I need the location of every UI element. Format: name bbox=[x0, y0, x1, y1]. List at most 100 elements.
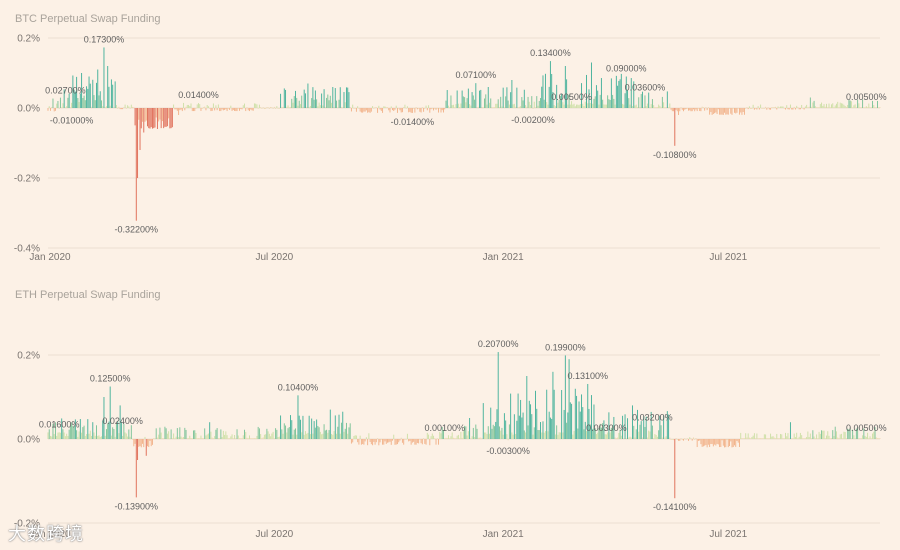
btc-bar bbox=[674, 108, 676, 146]
btc-bar bbox=[287, 105, 289, 108]
eth-bar bbox=[471, 436, 473, 439]
eth-bar bbox=[832, 430, 834, 439]
btc-bar bbox=[266, 107, 268, 108]
eth-bar bbox=[445, 437, 447, 439]
btc-bar bbox=[782, 106, 784, 108]
btc-bar bbox=[729, 108, 730, 109]
btc-bar bbox=[748, 106, 750, 108]
eth-bar bbox=[874, 427, 876, 439]
btc-bar bbox=[226, 108, 228, 112]
eth-bar bbox=[857, 427, 859, 439]
eth-bar bbox=[617, 437, 619, 439]
eth-bar bbox=[597, 432, 599, 439]
eth-bar bbox=[367, 439, 369, 446]
btc-bar bbox=[326, 97, 328, 108]
eth-bar bbox=[498, 426, 500, 439]
btc-bar bbox=[145, 108, 147, 121]
btc-bar bbox=[127, 105, 129, 108]
btc-bar bbox=[66, 106, 68, 108]
btc-bar bbox=[102, 106, 104, 108]
eth-bar bbox=[615, 438, 617, 439]
btc-bar bbox=[859, 107, 861, 108]
eth-bar bbox=[472, 427, 474, 439]
eth-bar bbox=[364, 439, 366, 442]
eth-bar bbox=[420, 439, 422, 444]
btc-bar bbox=[329, 95, 331, 108]
btc-bar bbox=[581, 83, 583, 108]
eth-bar bbox=[806, 437, 808, 439]
eth-bar bbox=[686, 438, 688, 439]
btc-bar bbox=[91, 106, 93, 108]
btc-bar bbox=[671, 108, 673, 112]
btc-bar bbox=[256, 104, 258, 108]
btc-bar bbox=[694, 108, 696, 112]
btc-bar bbox=[794, 108, 796, 110]
btc-bar bbox=[390, 106, 392, 108]
eth-bar bbox=[137, 439, 139, 460]
btc-bar bbox=[96, 82, 97, 108]
eth-bar bbox=[750, 438, 752, 439]
btc-bar bbox=[125, 108, 127, 109]
eth-bar bbox=[52, 423, 54, 439]
btc-bar bbox=[803, 108, 805, 110]
eth-data-label: 0.00100% bbox=[424, 423, 465, 433]
eth-bar bbox=[645, 416, 647, 439]
btc-bar bbox=[420, 108, 422, 113]
eth-bar bbox=[641, 437, 643, 439]
btc-bar bbox=[808, 106, 810, 108]
btc-bar bbox=[469, 104, 471, 108]
eth-bar bbox=[308, 415, 310, 439]
btc-bar bbox=[431, 108, 433, 109]
btc-bar bbox=[324, 106, 326, 108]
btc-bar bbox=[827, 107, 829, 108]
btc-bar bbox=[186, 104, 188, 108]
btc-bar bbox=[373, 108, 375, 109]
btc-bar bbox=[150, 108, 152, 128]
eth-bar bbox=[479, 437, 481, 439]
eth-bar bbox=[598, 428, 600, 439]
btc-bar bbox=[824, 106, 826, 108]
eth-y-tick-label: -0.2% bbox=[14, 519, 40, 530]
eth-bar bbox=[712, 439, 714, 447]
btc-bar bbox=[87, 88, 89, 108]
btc-bar bbox=[625, 76, 627, 108]
eth-bar bbox=[589, 424, 591, 439]
eth-bar bbox=[100, 436, 102, 439]
btc-bar bbox=[372, 106, 374, 108]
btc-bar bbox=[495, 103, 497, 108]
eth-bar bbox=[452, 437, 454, 439]
btc-bar bbox=[104, 106, 106, 108]
btc-bar bbox=[668, 107, 670, 109]
btc-bar bbox=[714, 108, 716, 114]
eth-bar bbox=[178, 437, 180, 439]
btc-bar bbox=[303, 89, 305, 108]
btc-bar bbox=[81, 73, 83, 108]
btc-bar bbox=[117, 108, 119, 109]
eth-bar bbox=[628, 437, 630, 439]
eth-bar bbox=[559, 432, 561, 439]
btc-bar bbox=[546, 102, 548, 108]
btc-bar bbox=[756, 108, 758, 110]
eth-bar bbox=[144, 436, 146, 439]
btc-bar bbox=[781, 106, 783, 108]
eth-bar bbox=[429, 439, 431, 446]
eth-bar bbox=[280, 415, 282, 439]
btc-bar bbox=[492, 107, 494, 108]
eth-bar bbox=[83, 425, 85, 439]
eth-bar bbox=[467, 431, 469, 439]
btc-bar bbox=[503, 107, 505, 108]
eth-bar bbox=[230, 436, 232, 439]
btc-bar bbox=[840, 103, 842, 108]
eth-bar bbox=[535, 390, 536, 439]
eth-bar bbox=[726, 439, 728, 441]
btc-bar bbox=[675, 108, 677, 110]
btc-bar bbox=[646, 103, 648, 108]
eth-bar bbox=[89, 430, 91, 439]
eth-bar bbox=[576, 395, 578, 439]
btc-bar bbox=[349, 106, 351, 108]
btc-data-label: 0.03600% bbox=[625, 82, 666, 92]
btc-bar bbox=[171, 108, 173, 128]
eth-bar bbox=[824, 438, 826, 439]
btc-data-label: -0.01400% bbox=[391, 117, 435, 127]
eth-bar bbox=[460, 431, 462, 439]
